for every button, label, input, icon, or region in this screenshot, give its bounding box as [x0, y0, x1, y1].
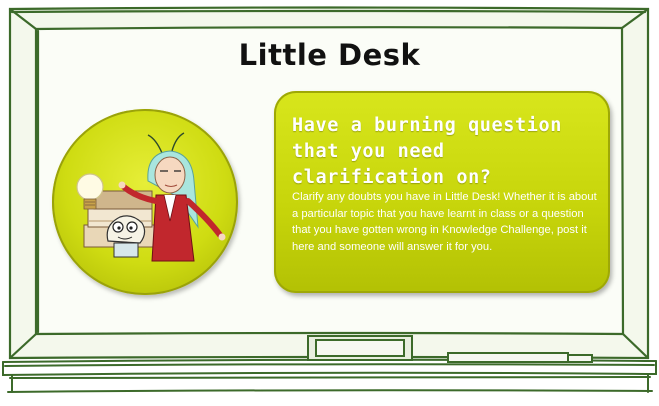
- student-character: [106, 215, 146, 258]
- card-heading: Have a burning question that you need cl…: [292, 115, 562, 188]
- card-description: Clarify any doubts you have in Little De…: [292, 191, 597, 253]
- illustration-badge: [52, 109, 238, 295]
- teacher-character: [118, 132, 226, 262]
- lightbulb-icon: [76, 173, 104, 210]
- info-card: Have a burning question that you need cl…: [274, 91, 610, 293]
- page-title: Little Desk: [238, 38, 421, 72]
